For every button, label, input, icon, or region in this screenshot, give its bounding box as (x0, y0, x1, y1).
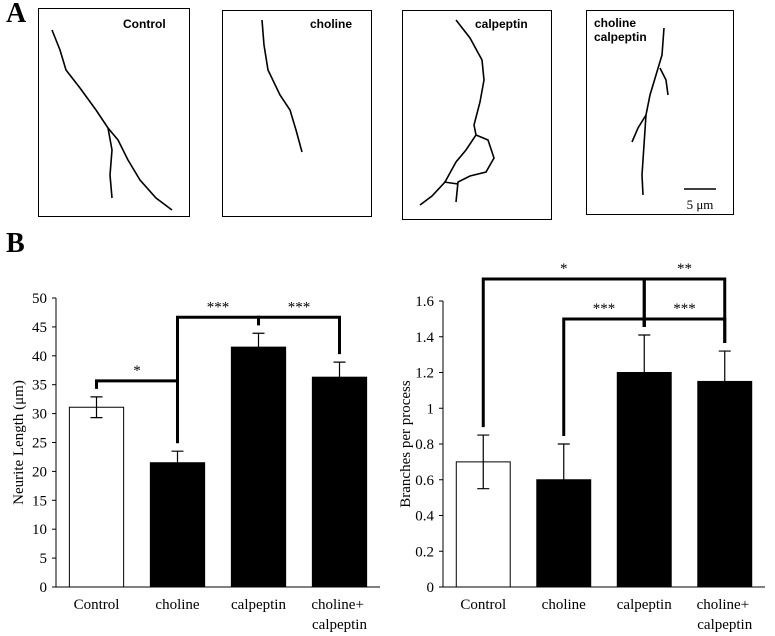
tracing-frame (38, 8, 190, 217)
y-axis-label: Branches per process (398, 380, 414, 508)
bar (68, 406, 125, 588)
y-tick-label: 0.8 (415, 437, 434, 453)
tracing-label: choline (310, 17, 353, 31)
y-tick-label: 10 (32, 522, 47, 538)
y-tick-label: 1.4 (415, 330, 434, 346)
y-tick-label: 35 (32, 378, 47, 394)
neurite (107, 127, 113, 199)
x-tick-label: choline+ calpeptin (311, 597, 367, 633)
y-tick-label: 5 (40, 551, 48, 567)
bar (311, 376, 368, 588)
significance-label: *** (288, 299, 311, 315)
y-tick-label: 25 (32, 436, 47, 452)
neurite (641, 27, 665, 196)
y-tick-label: 1 (427, 401, 435, 417)
tracing-frame (402, 10, 552, 220)
neurite (631, 114, 647, 143)
significance-bracket (642, 317, 727, 344)
significance-label: *** (207, 299, 230, 315)
significance-label: *** (673, 301, 696, 317)
tracing-label: Control (123, 17, 166, 31)
y-tick-label: 0 (427, 580, 435, 596)
y-tick-label: 45 (32, 320, 47, 336)
y-tick-label: 30 (32, 407, 47, 423)
x-tick-label: choline (155, 597, 199, 613)
significance-label: * (133, 363, 141, 379)
neurite (455, 134, 495, 203)
y-tick-label: 40 (32, 349, 47, 365)
tracing-label: choline calpeptin (594, 16, 647, 44)
neurite (419, 19, 485, 206)
error-bar (90, 396, 103, 419)
tracing-frame (222, 10, 372, 217)
error-bar (557, 443, 570, 517)
y-tick-label: 0.4 (415, 509, 434, 525)
x-tick-label: choline+ calpeptin (697, 597, 753, 633)
neurite (261, 19, 303, 153)
x-tick-label: Control (460, 597, 506, 613)
tracing-label: calpeptin (475, 17, 528, 31)
neurite (51, 29, 173, 211)
y-tick-label: 1.6 (415, 294, 434, 310)
y-tick-label: 15 (32, 493, 47, 509)
y-tick-label: 0.2 (415, 544, 434, 560)
error-bar (171, 450, 184, 475)
y-tick-label: 0 (40, 580, 48, 596)
tracings (51, 19, 716, 211)
tracing-frame (586, 10, 734, 215)
significance-bracket (642, 277, 727, 344)
panel-label: A (6, 0, 27, 29)
y-tick-label: 0.6 (415, 473, 434, 489)
x-tick-label: choline (542, 597, 586, 613)
y-tick-label: 1.2 (415, 366, 434, 382)
significance-label: * (560, 261, 568, 277)
neurite (443, 181, 459, 185)
x-tick-label: calpeptin (617, 597, 672, 613)
error-bar (252, 332, 265, 362)
scale-bar-label: 5 μm (687, 197, 714, 212)
y-axis-label: Neurite Length (μm) (11, 380, 27, 505)
x-tick-label: Control (74, 597, 120, 613)
error-bar (333, 361, 346, 393)
bar (230, 346, 287, 588)
y-tick-label: 50 (32, 291, 47, 307)
neurite (659, 67, 669, 96)
error-bar (638, 334, 651, 411)
x-tick-label: calpeptin (231, 597, 286, 613)
error-bar (477, 434, 490, 490)
significance-label: ** (677, 261, 692, 277)
error-bar (718, 350, 731, 413)
significance-label: *** (593, 301, 616, 317)
bar (149, 462, 206, 588)
panel-label: B (6, 228, 25, 259)
y-tick-label: 20 (32, 464, 47, 480)
significance-bracket (257, 315, 341, 355)
